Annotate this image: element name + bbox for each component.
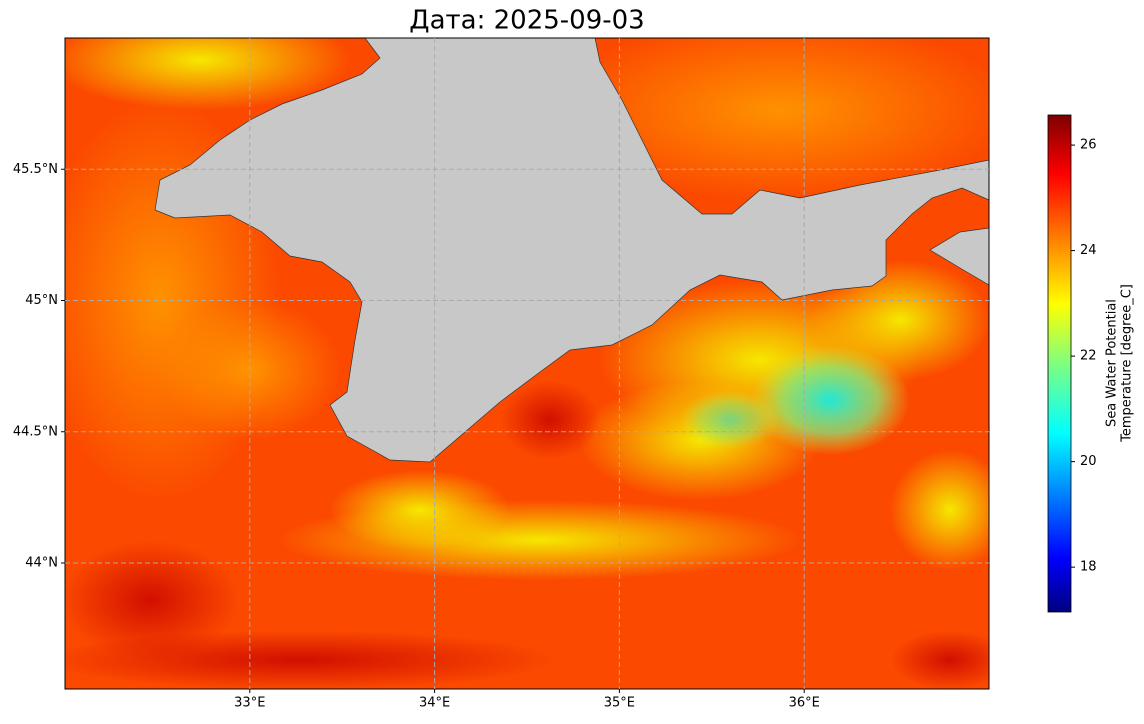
colorbar-label: Temperature [degree_C]	[1120, 284, 1135, 443]
colorbar-tick-label: 26	[1080, 138, 1097, 153]
land	[154, 38, 989, 463]
x-tick-label: 35°E	[604, 696, 635, 711]
y-tick-label: 45.5°N	[13, 162, 58, 177]
colorbar-label: Sea Water Potential	[1105, 299, 1120, 427]
y-tick-label: 44.5°N	[13, 424, 58, 439]
colorbar-tick-label: 24	[1080, 243, 1097, 258]
x-tick-label: 36°E	[789, 696, 820, 711]
colorbar-tick-label: 20	[1080, 454, 1097, 469]
colorbar-tick-label: 22	[1080, 349, 1097, 364]
colorbar-tick-label: 18	[1080, 560, 1097, 575]
x-tick-label: 33°E	[234, 696, 265, 711]
x-tick-label: 34°E	[419, 696, 450, 711]
map-title: Дата: 2025-09-03	[409, 6, 644, 36]
colorbar	[1047, 114, 1072, 613]
y-tick-label: 45°N	[25, 293, 58, 308]
map-frame	[64, 37, 990, 690]
temperature-field	[65, 38, 989, 689]
y-tick-label: 44°N	[25, 556, 58, 571]
